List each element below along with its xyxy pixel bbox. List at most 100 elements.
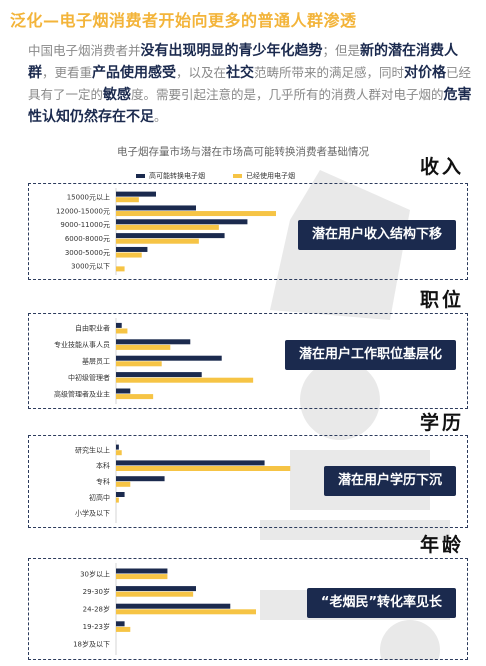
chart-title: 电子烟存量市场与潜在市场高可能转换消费者基础情况	[117, 146, 369, 158]
intro-text: 已经具有了一定的	[28, 65, 472, 102]
bar-current	[116, 450, 122, 456]
legend-label-current: 已经使用电子烟	[246, 172, 295, 180]
bar-chart-0: 15000元以上 12000-15000元 9000-11000元 6000-8000…	[56, 188, 276, 275]
bar-current	[116, 238, 199, 244]
bar-potential	[116, 568, 168, 574]
education-heading: 学历	[419, 412, 464, 434]
bar-current	[116, 609, 256, 615]
legend-swatch-gold	[233, 174, 242, 178]
category-label: 9000-11000元	[60, 221, 110, 229]
legend-label-potential: 高可能转换电子烟	[149, 172, 205, 180]
page-title: 泛化—电子烟消费者开始向更多的普通人群渗透	[10, 11, 357, 30]
bar-current	[116, 252, 142, 258]
intro-text: ，以及在	[176, 65, 227, 80]
bar-potential	[116, 476, 165, 482]
bar-potential	[116, 205, 196, 211]
intro-emphasis: 敏感	[103, 87, 132, 103]
intro-text: 。	[154, 109, 167, 124]
bar-current	[116, 266, 125, 272]
category-label: 专业技能从事人员	[54, 340, 110, 349]
category-label: 15000元以上	[67, 192, 110, 201]
legend-item-potential: 高可能转换电子烟	[136, 171, 205, 181]
category-label: 12000-15000元	[56, 207, 110, 215]
income-badge: 潜在用户收入结构下移	[297, 220, 456, 250]
bar-current	[116, 574, 168, 580]
bar-current	[116, 344, 171, 350]
category-label: 小学及以下	[75, 509, 110, 518]
intro-emphasis: 对价格	[404, 65, 447, 81]
age-heading: 年龄	[419, 534, 464, 556]
bar-current	[116, 361, 162, 367]
bar-potential	[116, 219, 248, 225]
bar-current	[116, 497, 119, 503]
bar-potential	[116, 322, 122, 328]
education-badge: 潜在用户学历下沉	[323, 466, 456, 496]
category-label: 初高中	[89, 493, 110, 502]
bar-current	[116, 626, 131, 632]
bar-potential	[116, 621, 125, 627]
education-panel: 学历 研究生以上本科专科初高中小学及以下 潜在用户学历下沉	[28, 408, 468, 528]
bar-potential	[116, 355, 222, 361]
bar-current	[116, 197, 139, 203]
bar-current	[116, 394, 154, 400]
category-label: 29-30岁	[83, 587, 110, 596]
position-chart-box	[28, 313, 468, 409]
position-panel: 职位 自由职业者 专业技能从事人员 基层员工 中初级管理者 高级管理者及业主 潜在用户工作…	[28, 285, 468, 410]
category-label: 专科	[96, 477, 110, 486]
intro-emphasis: 没有出现明显的青少年化趋势	[140, 43, 323, 59]
intro-text: 范畴所带来的满足感，同时	[254, 65, 405, 80]
category-label: 自由职业者	[75, 324, 110, 333]
category-label: 19-23岁	[83, 622, 110, 631]
category-label: 30岁以上	[80, 569, 110, 578]
legend-item-current: 已经使用电子烟	[233, 171, 295, 181]
category-label: 中初级管理者	[68, 373, 110, 382]
intro-text: ，更看重	[42, 65, 93, 80]
bar-current	[116, 211, 276, 217]
category-label: 6000-8000元	[65, 235, 110, 243]
bar-potential	[116, 339, 191, 345]
bar-chart-3: 30岁以上 29-30岁 24-28岁 19-23岁 18岁及以下	[73, 563, 256, 655]
intro-emphasis: 产品使用感受	[92, 65, 177, 81]
bar-current	[116, 224, 219, 230]
bar-potential	[116, 460, 265, 466]
bar-potential	[116, 246, 148, 252]
bar-potential	[116, 586, 196, 592]
intro-text: ；但是	[322, 43, 361, 58]
bar-current	[116, 377, 254, 383]
bar-potential	[116, 603, 231, 609]
income-chart-box	[28, 183, 468, 280]
education-chart-box	[28, 435, 468, 528]
intro-text: 中国电子烟消费者并	[28, 43, 141, 58]
intro-text: 度。需要引起注意的是，几乎所有的消费人群对电子烟的	[131, 87, 444, 102]
category-label: 3000元以下	[71, 263, 110, 271]
income-heading: 收入	[419, 156, 464, 178]
income-panel: 收入 15000元以上 12000-15000元 9000-11000元 6000-8…	[28, 150, 468, 280]
bar-current	[116, 591, 194, 597]
chart-legend: 高可能转换电子烟 已经使用电子烟	[136, 171, 295, 181]
category-label: 研究生以上	[75, 445, 110, 454]
bar-potential	[116, 492, 125, 497]
bar-potential	[116, 388, 131, 394]
bar-potential	[116, 191, 156, 197]
legend-swatch-navy	[136, 174, 145, 178]
category-label: 3000-5000元	[65, 249, 110, 257]
bar-potential	[116, 444, 119, 450]
category-label: 本科	[96, 461, 110, 470]
age-chart-box	[28, 558, 468, 660]
bar-current	[116, 481, 131, 487]
intro-emphasis: 社交	[226, 65, 255, 81]
category-label: 高级管理者及业主	[54, 389, 110, 398]
category-label: 基层员工	[82, 357, 110, 366]
category-label: 24-28岁	[83, 605, 110, 614]
intro-paragraph: 中国电子烟消费者并没有出现明显的青少年化趋势；但是新的潜在消费人群，更看重产品使…	[28, 40, 474, 128]
bar-current	[116, 328, 128, 334]
bar-current	[116, 466, 291, 471]
bar-potential	[116, 372, 202, 378]
bar-potential	[116, 233, 225, 239]
category-label: 18岁及以下	[73, 640, 110, 649]
intro-emphasis: 新的潜在消费人群	[28, 43, 459, 81]
age-badge: “老烟民”转化率见长	[306, 588, 456, 618]
position-heading: 职位	[419, 289, 464, 311]
